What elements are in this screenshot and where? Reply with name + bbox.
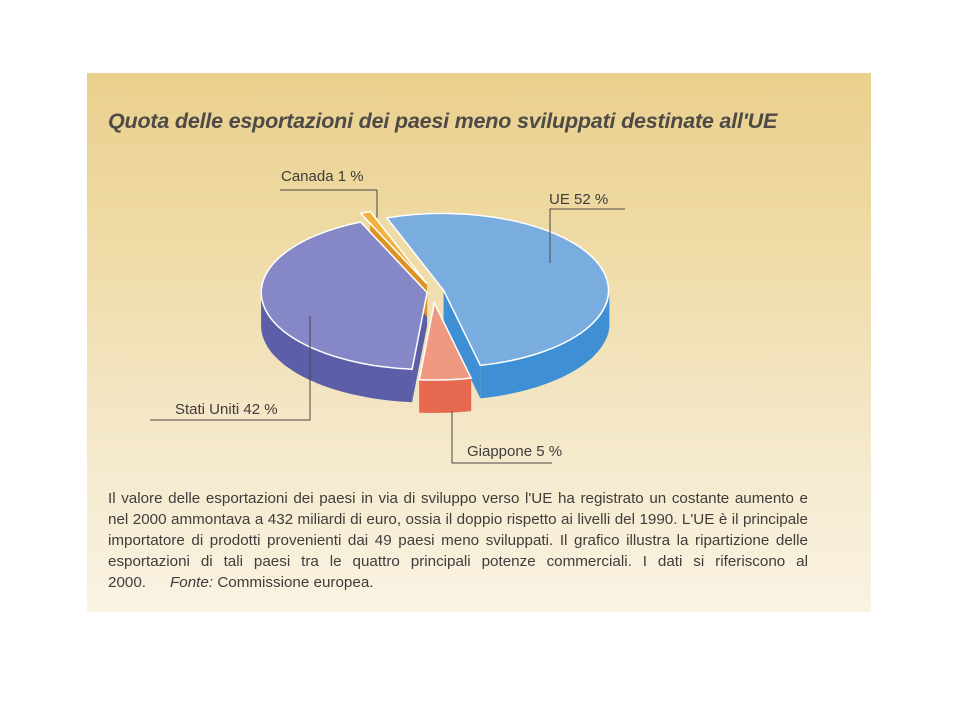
leader-line-stati-uniti <box>150 316 311 421</box>
slice-side-giappone <box>419 378 472 413</box>
source-label: Fonte: <box>170 574 214 591</box>
chart-title: Quota delle esportazioni dei paesi meno … <box>108 109 778 133</box>
label-canada: Canada 1 % <box>281 168 364 185</box>
label-giappone: Giappone 5 % <box>467 443 562 460</box>
slice-face-ue-1 <box>443 290 481 399</box>
slice-giappone <box>418 300 473 381</box>
source-text: Commissione europea. <box>217 574 374 591</box>
leader-line-giappone <box>451 411 552 464</box>
slice-ue <box>385 212 610 367</box>
slice-canada <box>359 210 428 285</box>
label-stati-uniti: Stati Uniti 42 % <box>175 401 278 418</box>
pie-chart: Canada 1 % UE 52 % Stati Uniti 42 % Giap… <box>150 168 625 464</box>
leader-line-ue <box>549 208 625 263</box>
chart-panel: Quota delle esportazioni dei paesi meno … <box>87 73 871 612</box>
label-ue: UE 52 % <box>549 191 608 208</box>
slice-side-stati-uniti <box>261 294 413 403</box>
slice-side-ue <box>480 293 610 399</box>
slice-stati-uniti <box>260 221 428 370</box>
caption: Il valore delle esportazioni dei paesi i… <box>108 488 808 593</box>
pie-tops <box>260 210 610 381</box>
caption-text: Il valore delle esportazioni dei paesi i… <box>108 490 808 591</box>
